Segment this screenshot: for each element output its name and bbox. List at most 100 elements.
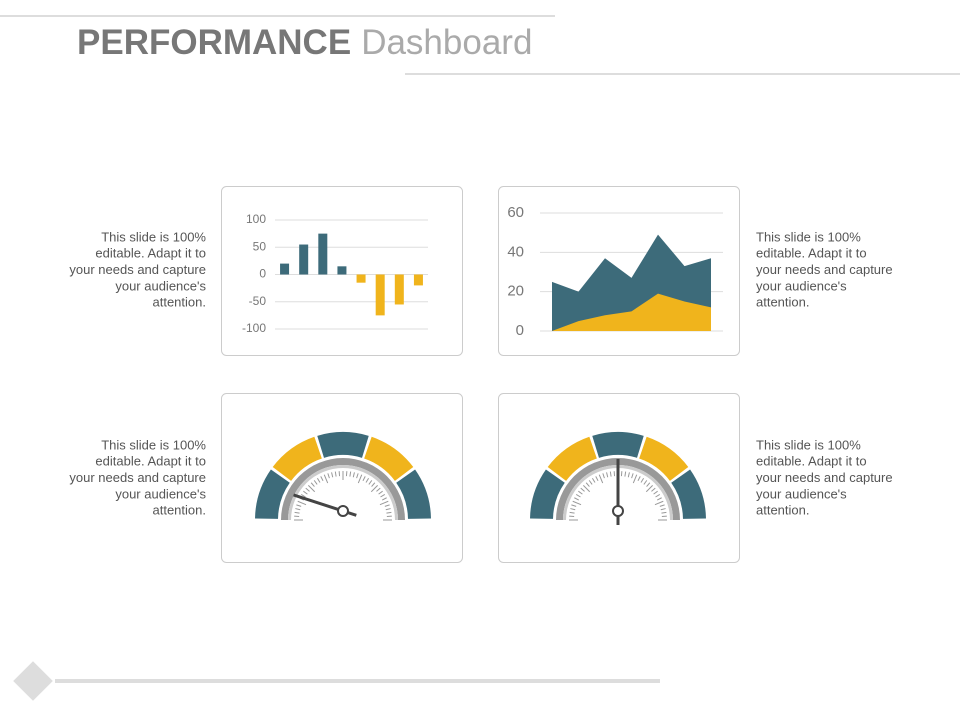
gauge-tick [362,476,366,482]
gauge-tick [656,497,662,501]
gauge-ring [556,458,680,520]
bar [299,244,309,275]
gauge-tick [327,473,330,479]
y-tick-label: 0 [516,322,524,339]
note-line: editable. Adapt it to [95,454,206,469]
gauge-tick [632,474,638,484]
gauges [255,432,706,525]
gauge-segment [396,469,431,519]
gauge-tick [380,493,386,498]
bar [375,274,385,316]
gauge-tick [606,472,609,478]
gauge-tick [654,500,664,506]
gauge-tick [602,473,605,479]
note-line: your needs and capture [69,262,206,277]
gauge-tick [378,490,383,495]
bar [337,266,347,275]
gauge-tick [381,497,387,501]
gauge-tick [580,487,585,492]
gauge-tick [643,480,648,485]
gauge-tick [313,480,318,485]
note-line: your audience's [115,486,206,501]
bar [394,274,404,305]
note-line: your needs and capture [756,262,893,277]
gauge-tick [570,508,576,511]
gauge-tick [349,471,352,477]
note-line: This slide is 100% [101,229,206,244]
gauge-tick [352,472,355,478]
gauge-tick [384,504,390,507]
gauge-tick [661,511,667,514]
note-line: attention. [153,295,207,310]
gauge-segment [272,436,322,481]
gauge-tick [591,477,596,483]
gauge-tick [631,473,634,479]
title: PERFORMANCE Dashboard [77,23,532,62]
gauge-tick [295,508,301,511]
bar [280,263,290,275]
gauge-tick [578,490,583,495]
gauge-segment [547,436,597,481]
gauge-tick [297,500,307,506]
note-line: your audience's [115,278,206,293]
gauge-tick [323,474,329,484]
gauge-tick [356,473,359,479]
gauge-tick [646,482,651,487]
bar [318,233,328,275]
gauge-tick [320,476,324,482]
gauge-tick [609,471,612,477]
gauge-segment [530,469,565,519]
gauge-segment [317,432,369,458]
gauge-tick [624,471,627,477]
gauge-tick [357,474,363,484]
gauge-tick [575,493,581,498]
y-tick-label: 100 [246,212,266,226]
gauge-segment [255,469,290,519]
gauge-tick [574,497,580,501]
gauge-tick [651,487,656,492]
gauge-tick [637,476,641,482]
gauge-segment [671,469,706,519]
gauge-tick [582,484,591,493]
y-tick-label: -50 [249,294,267,308]
gauge-tick [572,500,582,506]
panel [221,393,463,563]
y-tick-label: 40 [507,243,524,260]
gauge-tick [379,500,389,506]
gauge-tick [386,511,392,514]
note-line: This slide is 100% [756,437,861,452]
gauge-tick [365,477,370,483]
note-line: your needs and capture [756,470,893,485]
note-line: attention. [756,295,810,310]
note-line: your needs and capture [69,470,206,485]
note-line: editable. Adapt it to [756,454,867,469]
bar [413,274,423,286]
note-line: your audience's [756,278,847,293]
y-tick-label: -100 [242,321,266,335]
gauge-segment [639,436,689,481]
gauge-tick [640,477,645,483]
gauge-tick [376,487,381,492]
gauge-tick [307,484,316,493]
gauge-tick [659,504,665,507]
note-line: attention. [756,503,810,518]
gauge-tick [331,472,334,478]
gauge-tick [368,480,373,485]
gauge-tick [571,504,577,507]
gauge-tick [370,484,379,493]
gauge-tick [569,511,575,514]
gauge-segment [364,436,414,481]
gauge-tick [334,471,337,477]
gauge-tick [294,511,300,514]
gauge-tick [300,493,306,498]
gauge-ring [281,458,405,520]
gauge-pivot [337,505,349,517]
gauge-tick [653,490,658,495]
gauge-tick [588,480,593,485]
diamond [13,661,53,701]
gauge-tick [305,487,310,492]
gauge-tick [645,484,654,493]
gauge-tick [627,472,630,478]
gauge-pivot [612,505,624,517]
gauge-tick [655,493,661,498]
